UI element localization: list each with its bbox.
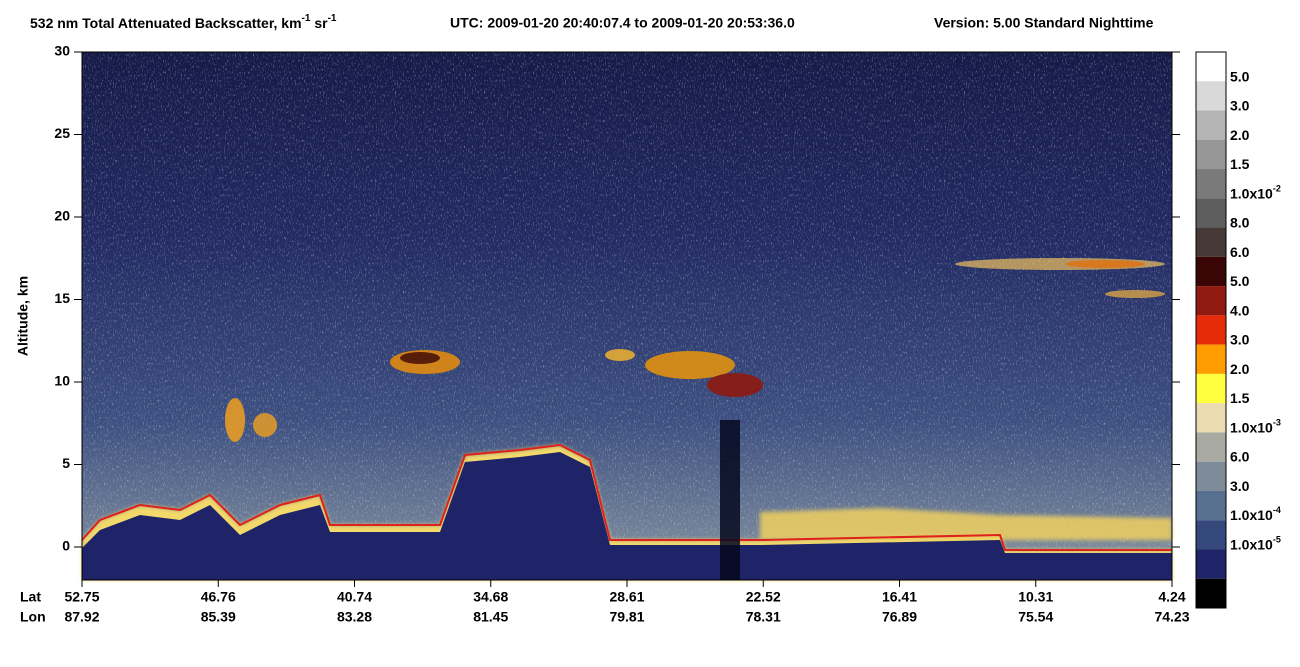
colorbar-label-exp: -5: [1273, 535, 1281, 545]
colorbar-label-text: 1.0x10: [1230, 536, 1273, 552]
x-tick-label: 4.24: [1158, 589, 1185, 605]
colorbar-label-text: 5.0: [1230, 273, 1250, 289]
x2-tick-label: 75.54: [1018, 609, 1053, 625]
colorbar-swatch: [1196, 169, 1226, 199]
colorbar-swatch: [1196, 578, 1226, 608]
x2-tick-label: 87.92: [64, 609, 99, 625]
colorbar-label: 5.0: [1230, 68, 1250, 84]
colorbar-label: 5.0: [1230, 273, 1250, 289]
colorbar-label-text: 1.0x10: [1230, 507, 1273, 523]
y-axis-label: Altitude, km: [15, 276, 31, 356]
colorbar-label-text: 8.0: [1230, 214, 1250, 230]
y-tick-label: 30: [54, 43, 70, 59]
colorbar-label: 8.0: [1230, 214, 1250, 230]
title-sup: -1: [302, 13, 311, 24]
colorbar-swatch: [1196, 461, 1226, 491]
x2-tick-label: 81.45: [473, 609, 508, 625]
colorbar-label: 1.0x10-2: [1230, 184, 1281, 201]
y-tick-label: 5: [62, 455, 70, 471]
colorbar-label: 2.0: [1230, 361, 1250, 377]
colorbar-label-exp: -2: [1273, 184, 1281, 194]
colorbar-label-text: 1.5: [1230, 156, 1250, 172]
colorbar-swatch: [1196, 227, 1226, 257]
colorbar-label-text: 5.0: [1230, 68, 1250, 84]
colorbar-swatch: [1196, 198, 1226, 228]
colorbar-label: 2.0: [1230, 126, 1250, 142]
x-tick-label: 28.61: [609, 589, 644, 605]
y-tick-label: 15: [54, 290, 70, 306]
backscatter-image: [81, 51, 1173, 581]
y-tick-label: 10: [54, 373, 70, 389]
colorbar-swatch: [1196, 256, 1226, 287]
colorbar-label-text: 6.0: [1230, 244, 1250, 260]
colorbar-label: 3.0: [1230, 478, 1250, 494]
colorbar-label: 6.0: [1230, 448, 1250, 464]
y-tick-label: 0: [62, 538, 70, 554]
colorbar-label-exp: -4: [1273, 506, 1281, 516]
colorbar-swatch: [1196, 344, 1226, 374]
colorbar-swatch: [1196, 520, 1226, 550]
chart-subtitle: UTC: 2009-01-20 20:40:07.4 to 2009-01-20…: [450, 15, 795, 31]
x-tick-label: 52.75: [64, 589, 99, 605]
colorbar-label: 1.5: [1230, 390, 1250, 406]
colorbar-label-text: 1.0x10: [1230, 185, 1273, 201]
colorbar-label: 1.5: [1230, 156, 1250, 172]
colorbar-frame: [1195, 51, 1227, 609]
colorbar-label-text: 3.0: [1230, 331, 1250, 347]
x2-tick-label: 76.89: [882, 609, 917, 625]
y-tick-label: 20: [54, 208, 70, 224]
x-tick-label: 34.68: [473, 589, 508, 605]
colorbar-swatch: [1196, 373, 1226, 404]
colorbar-label: 1.0x10-3: [1230, 418, 1281, 435]
colorbar-label-text: 1.0x10: [1230, 419, 1273, 435]
x2-tick-label: 74.23: [1154, 609, 1189, 625]
colorbar-label-text: 2.0: [1230, 361, 1250, 377]
x-tick-label: 40.74: [337, 589, 372, 605]
colorbar-label: 3.0: [1230, 331, 1250, 347]
x2-tick-label: 78.31: [746, 609, 781, 625]
colorbar-swatch: [1196, 315, 1226, 345]
colorbar-label: 1.0x10-5: [1230, 535, 1281, 552]
colorbar-label-text: 3.0: [1230, 478, 1250, 494]
colorbar-swatch: [1196, 52, 1226, 82]
colorbar-swatch: [1196, 110, 1226, 140]
x2-tick-label: 79.81: [609, 609, 644, 625]
colorbar-swatch: [1196, 286, 1226, 316]
title-sup: -1: [328, 13, 337, 24]
colorbar-label-text: 4.0: [1230, 302, 1250, 318]
x-axis-label: Lat: [20, 589, 41, 605]
x-tick-label: 10.31: [1018, 589, 1053, 605]
colorbar-swatch: [1196, 81, 1226, 111]
title-text: 532 nm Total Attenuated Backscatter, km: [30, 15, 302, 31]
colorbar-swatch: [1196, 139, 1226, 170]
x-tick-label: 46.76: [201, 589, 236, 605]
colorbar-label-text: 3.0: [1230, 97, 1250, 113]
colorbar-label: 3.0: [1230, 97, 1250, 113]
colorbar-label-text: 6.0: [1230, 448, 1250, 464]
chart-title: 532 nm Total Attenuated Backscatter, km-…: [30, 13, 337, 31]
colorbar-label-exp: -3: [1273, 418, 1281, 428]
colorbar-label-text: 2.0: [1230, 126, 1250, 142]
x-tick-label: 22.52: [746, 589, 781, 605]
version: Version: 5.00 Standard Nighttime: [934, 15, 1154, 31]
x-tick-label: 16.41: [882, 589, 917, 605]
colorbar-label: 4.0: [1230, 302, 1250, 318]
colorbar-label-text: 1.5: [1230, 390, 1250, 406]
colorbar-swatch: [1196, 403, 1226, 433]
colorbar-swatch: [1196, 490, 1226, 521]
x2-tick-label: 85.39: [201, 609, 236, 625]
title-text: sr: [310, 15, 328, 31]
colorbar-label: 6.0: [1230, 244, 1250, 260]
colorbar-swatch: [1196, 549, 1226, 579]
y-tick-label: 25: [54, 125, 70, 141]
x2-tick-label: 83.28: [337, 609, 372, 625]
colorbar-label: 1.0x10-4: [1230, 506, 1281, 523]
x2-axis-label: Lon: [20, 609, 46, 625]
colorbar-swatch: [1196, 432, 1226, 462]
